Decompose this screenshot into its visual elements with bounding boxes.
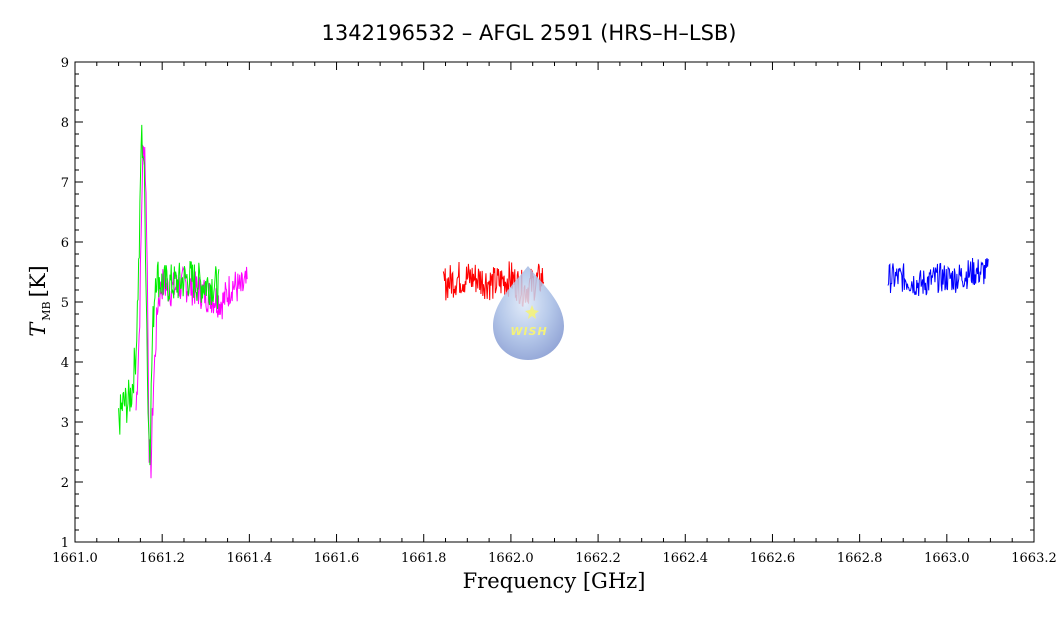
y-axis-label-sub: MB — [40, 301, 53, 320]
y-tick-label: 5 — [61, 296, 69, 311]
x-tick-label: 1661.8 — [401, 551, 447, 566]
spectrum-series-3 — [887, 257, 989, 296]
x-tick-label: 1662.0 — [488, 551, 534, 566]
x-tick-label: 1661.2 — [139, 551, 185, 566]
y-tick-label: 4 — [61, 356, 69, 371]
x-tick-label: 1661.0 — [52, 551, 98, 566]
x-tick-label: 1661.4 — [227, 551, 273, 566]
x-tick-label: 1662.8 — [837, 551, 883, 566]
y-tick-label: 8 — [61, 116, 69, 131]
y-axis: 1 2 3 4 5 6 7 8 9 — [61, 56, 1034, 551]
y-tick-label: 7 — [61, 176, 69, 191]
y-axis-label-unit: [K] — [26, 265, 50, 297]
chart-title: 1342196532 – AFGL 2591 (HRS–H–LSB) — [322, 21, 737, 45]
y-axis-label: TMB [K] — [26, 265, 53, 336]
x-tick-label: 1662.2 — [575, 551, 621, 566]
x-tick-label: 1663.0 — [924, 551, 970, 566]
x-tick-label: 1661.6 — [314, 551, 360, 566]
y-tick-label: 3 — [61, 416, 69, 431]
x-tick-label: 1663.2 — [1011, 551, 1057, 566]
y-tick-label: 6 — [61, 236, 69, 251]
y-tick-label: 2 — [61, 476, 69, 491]
y-tick-label: 1 — [61, 536, 69, 551]
wish-logo: WISH — [493, 266, 564, 360]
x-axis-label: Frequency [GHz] — [463, 569, 646, 593]
wish-logo-text: WISH — [510, 325, 547, 338]
spectrum-series-1 — [118, 124, 220, 466]
x-tick-label: 1662.6 — [750, 551, 796, 566]
x-axis: 1661.0 1661.2 1661.4 1661.6 1661.8 1662.0 1662… — [52, 62, 1057, 566]
y-tick-label: 9 — [61, 56, 69, 71]
svg-text:TMB[K]: TMB [K] — [26, 265, 53, 336]
star-icon — [525, 305, 539, 319]
x-tick-label: 1662.4 — [663, 551, 709, 566]
y-axis-label-main: T — [26, 321, 50, 337]
